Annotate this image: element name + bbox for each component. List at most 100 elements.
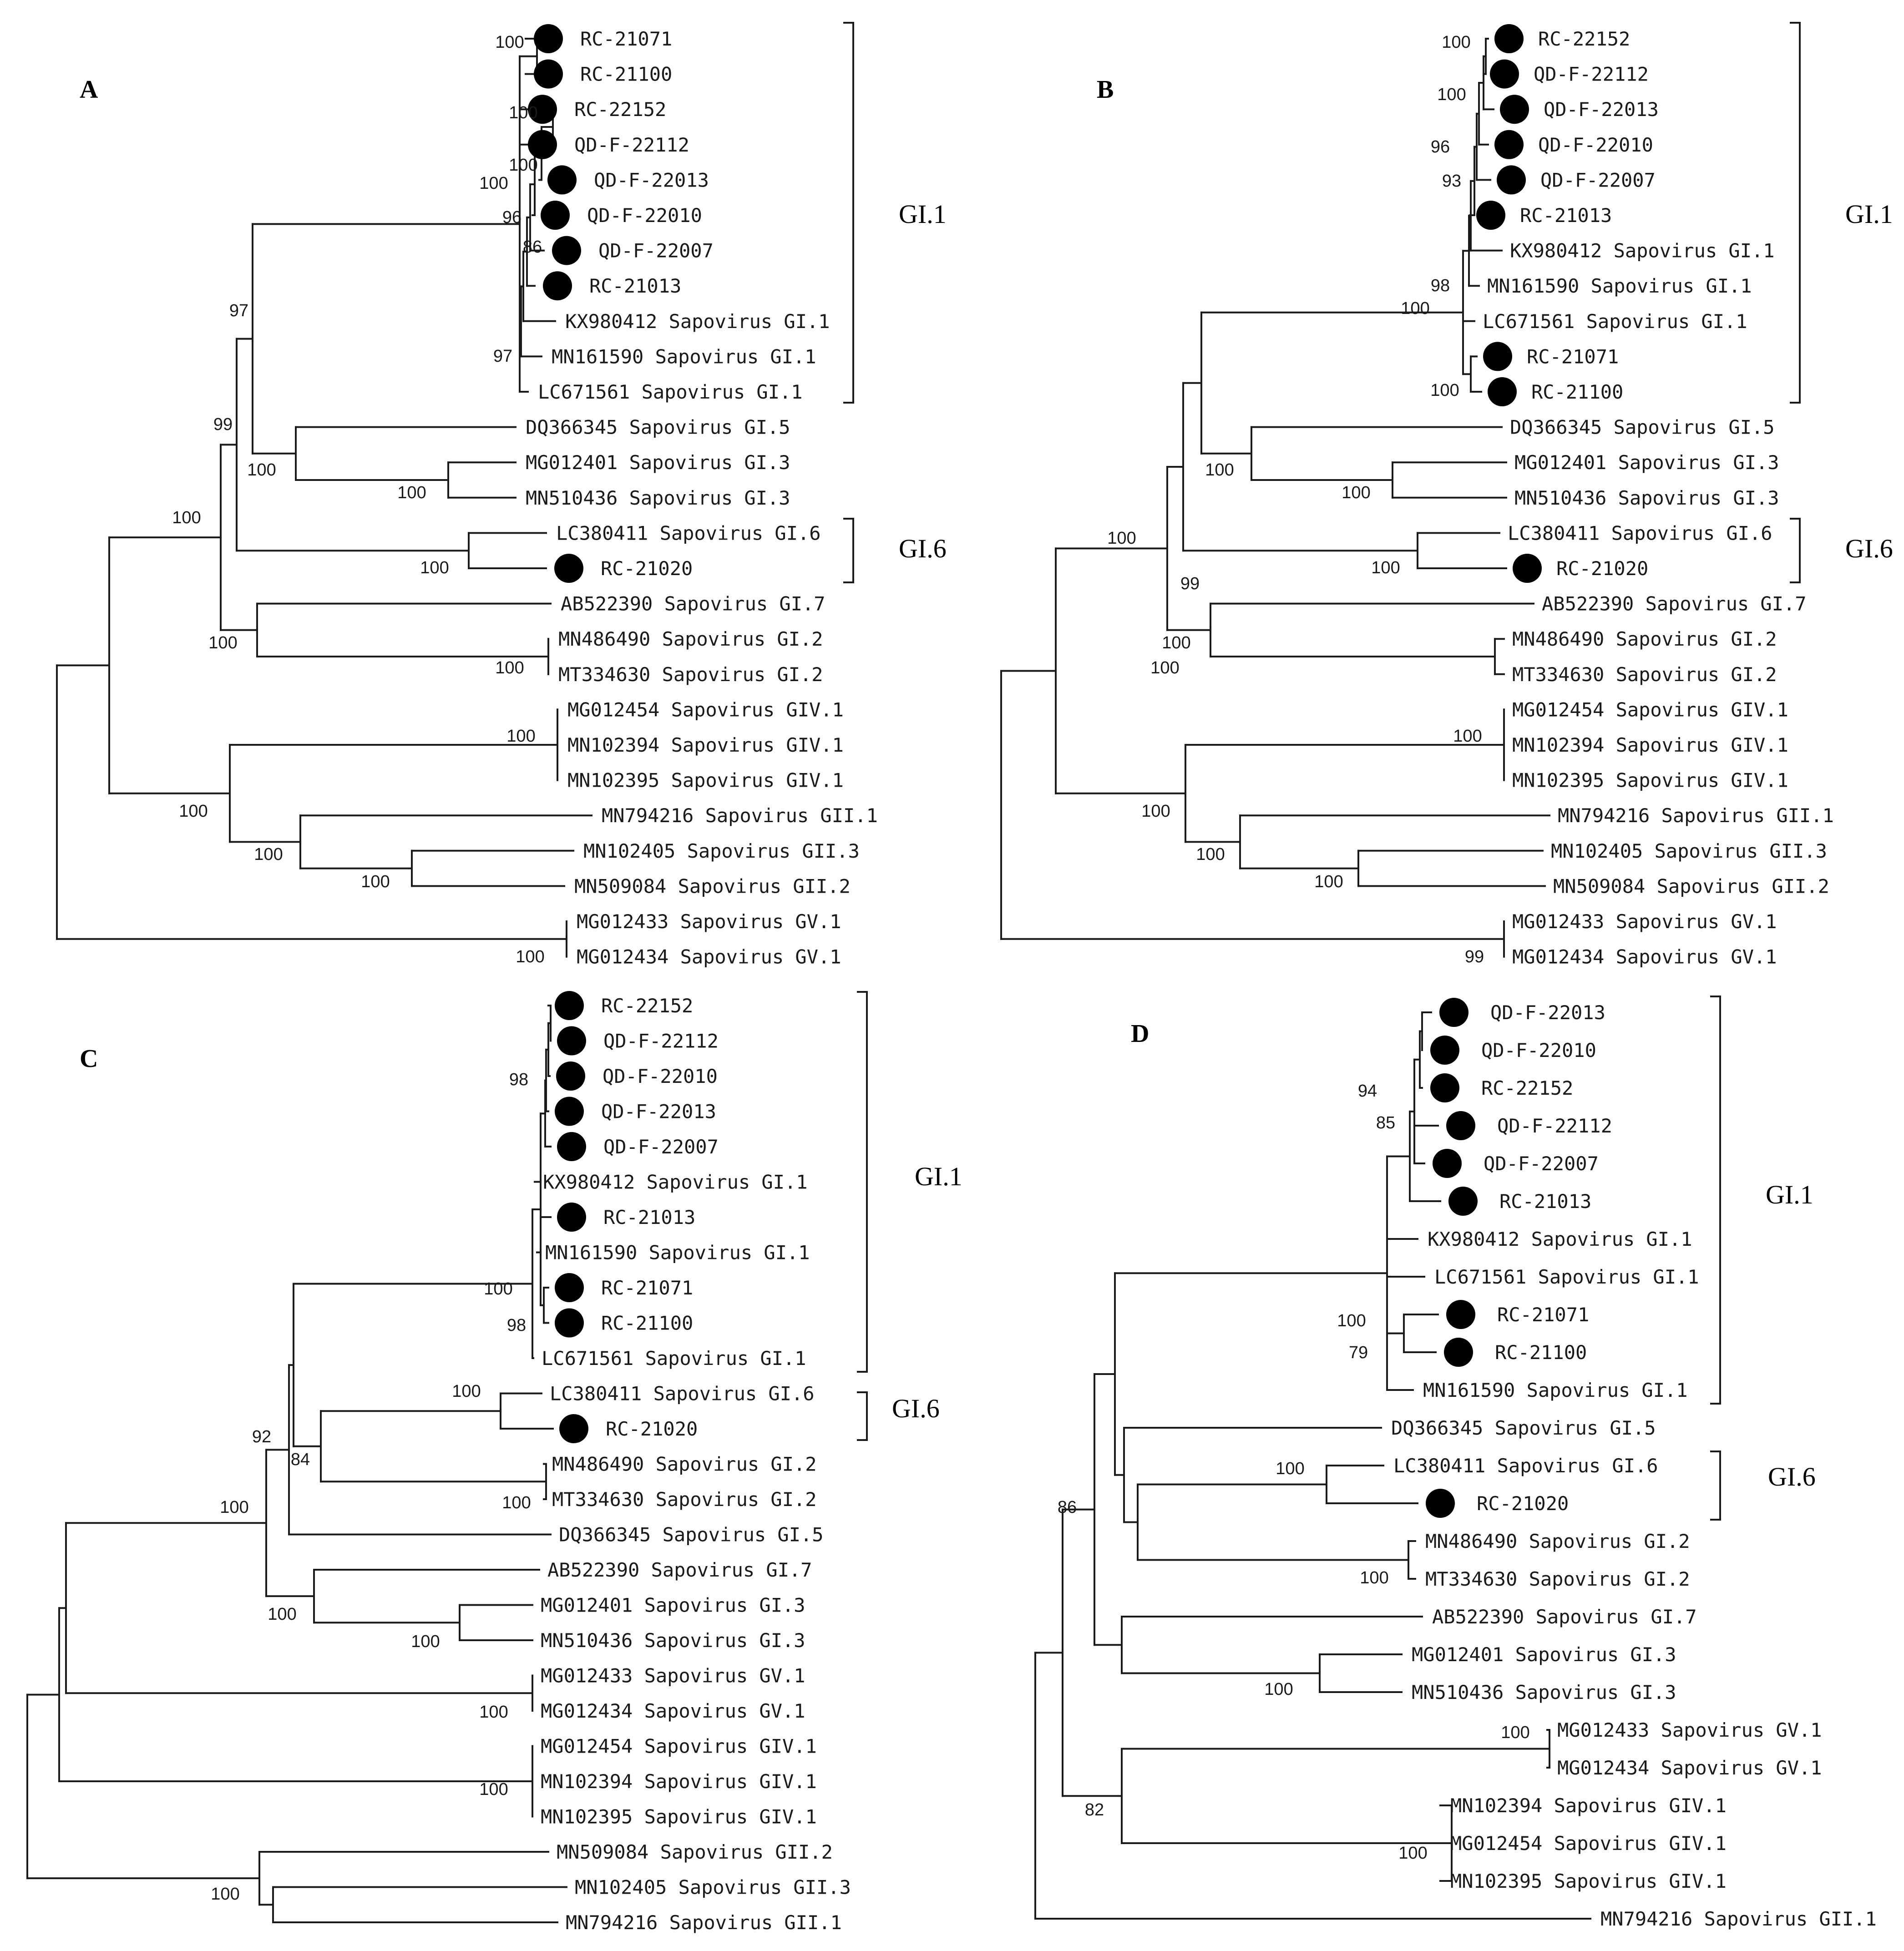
taxon-label: MN102395 Sapovirus GIV.1 [1450,1870,1727,1892]
taxon-label: MN161590 Sapovirus GI.1 [1423,1379,1688,1401]
taxon-label: MN510436 Sapovirus GI.3 [541,1629,805,1652]
bootstrap-value: 85 [1376,1113,1395,1132]
bootstrap-value: 96 [502,208,522,227]
bootstrap-value: 82 [1085,1800,1104,1820]
bootstrap-value: 100 [361,872,390,891]
sample-marker-dot [1433,1149,1462,1178]
bootstrap-value: 96 [1431,137,1450,157]
taxon-label: MN102394 Sapovirus GIV.1 [567,734,844,756]
bootstrap-value: 100 [1501,1723,1529,1742]
taxon-label: QD-F-22007 [598,240,714,262]
taxon-label: QD-F-22013 [1490,1001,1605,1024]
bootstrap-value: 97 [493,347,512,366]
taxon-label: MT334630 Sapovirus GI.2 [1425,1568,1690,1590]
sample-marker-dot [559,1414,588,1443]
taxon-label: QD-F-22010 [603,1065,718,1087]
taxon-label: MG012454 Sapovirus GIV.1 [541,1735,817,1758]
taxon-label: KX980412 Sapovirus GI.1 [543,1171,808,1193]
sample-marker-dot [557,1132,586,1161]
taxon-label: QD-F-22013 [1544,98,1659,121]
bootstrap-value: 93 [1442,172,1461,191]
bootstrap-value: 92 [252,1427,271,1446]
taxon-label: MN102405 Sapovirus GII.3 [1551,840,1827,862]
taxon-label: MN486490 Sapovirus GI.2 [1425,1530,1690,1552]
taxon-label: MN102394 Sapovirus GIV.1 [1512,734,1788,756]
sample-marker-dot [1446,1300,1475,1329]
taxon-label: AB522390 Sapovirus GI.7 [547,1559,812,1581]
taxon-label: MT334630 Sapovirus GI.2 [552,1488,817,1511]
bootstrap-value: 100 [247,460,276,480]
taxon-label: RC-22152 [1538,28,1630,50]
taxon-label: MG012434 Sapovirus GV.1 [1512,946,1777,968]
taxon-label: QD-F-22010 [1481,1039,1596,1061]
taxon-label: MN161590 Sapovirus GI.1 [545,1242,810,1264]
taxon-label: QD-F-22013 [601,1101,716,1123]
bootstrap-value: 100 [484,1279,512,1299]
clade-label: GI.6 [899,534,947,563]
taxon-label: QD-F-22007 [603,1136,719,1158]
taxon-label: RC-21020 [1477,1492,1569,1515]
bootstrap-value: 100 [1337,1311,1366,1330]
taxon-label: MN509084 Sapovirus GII.2 [574,875,851,897]
taxon-label: RC-21071 [1527,345,1619,368]
sample-marker-dot [1497,165,1526,195]
taxon-label: MG012434 Sapovirus GV.1 [1557,1757,1822,1779]
taxon-label: MG012433 Sapovirus GV.1 [1557,1719,1822,1741]
taxon-label: RC-21013 [589,275,681,297]
clade-label: GI.1 [915,1162,962,1191]
bootstrap-value: 100 [1401,299,1429,318]
taxon-label: RC-21071 [601,1277,693,1299]
sample-marker-dot [1494,24,1524,53]
panel-label: C [80,1045,98,1073]
bootstrap-value: 100 [1371,558,1400,577]
bootstrap-value: 100 [1360,1568,1388,1587]
taxon-label: MG012401 Sapovirus GI.3 [526,451,790,474]
bootstrap-value: 100 [1437,85,1466,104]
taxon-label: QD-F-22112 [1497,1115,1612,1137]
bootstrap-value: 98 [509,1070,528,1089]
taxon-label: RC-21013 [1520,204,1612,227]
sample-marker-dot [557,1026,586,1056]
taxon-label: MG012454 Sapovirus GIV.1 [1450,1832,1727,1855]
bootstrap-value: 100 [1398,1844,1427,1863]
taxon-label: MG012401 Sapovirus GI.3 [1514,451,1779,474]
bootstrap-value: 94 [1358,1082,1377,1101]
taxon-label: MN510436 Sapovirus GI.3 [1514,487,1779,509]
sample-marker-dot [1476,201,1505,230]
bootstrap-value: 100 [495,658,524,677]
bootstrap-value: 100 [1107,529,1136,548]
taxon-label: MT334630 Sapovirus GI.2 [558,663,823,686]
bootstrap-value: 100 [502,1493,531,1512]
bootstrap-value: 79 [1349,1343,1368,1362]
taxon-label: MN510436 Sapovirus GI.3 [526,487,790,509]
bootstrap-value: 86 [1058,1498,1077,1517]
taxon-label: MN510436 Sapovirus GI.3 [1412,1681,1676,1703]
taxon-label: QD-F-22112 [574,134,689,156]
taxon-label: QD-F-22010 [587,204,702,227]
bootstrap-value: 100 [495,33,524,52]
sample-marker-dot [1446,1111,1475,1140]
taxon-label: KX980412 Sapovirus GI.1 [1428,1228,1692,1250]
taxon-label: RC-21020 [1556,557,1648,580]
clade-bracket [1710,996,1721,1405]
taxon-label: MG012434 Sapovirus GV.1 [541,1700,805,1722]
bootstrap-value: 100 [509,156,537,175]
taxon-label: DQ366345 Sapovirus GI.5 [559,1524,824,1546]
sample-marker-dot [555,991,584,1020]
taxon-label: RC-22152 [601,995,693,1017]
taxon-label: QD-F-22013 [594,169,709,191]
bootstrap-value: 100 [1141,802,1170,821]
sample-marker-dot [534,24,563,53]
sample-marker-dot [1426,1489,1455,1518]
taxon-label: RC-22152 [1481,1077,1573,1099]
taxon-label: MN794216 Sapovirus GII.1 [1558,804,1834,827]
taxon-label: RC-21071 [580,28,672,50]
bootstrap-value: 98 [1431,276,1450,295]
bootstrap-value: 100 [506,727,535,746]
taxon-label: MN486490 Sapovirus GI.2 [1512,628,1777,650]
panel-label: A [80,76,98,104]
sample-marker-dot [556,1061,585,1091]
bootstrap-value: 100 [1314,872,1343,891]
taxon-label: DQ366345 Sapovirus GI.5 [1391,1417,1656,1439]
taxon-label: RC-22152 [574,98,666,121]
